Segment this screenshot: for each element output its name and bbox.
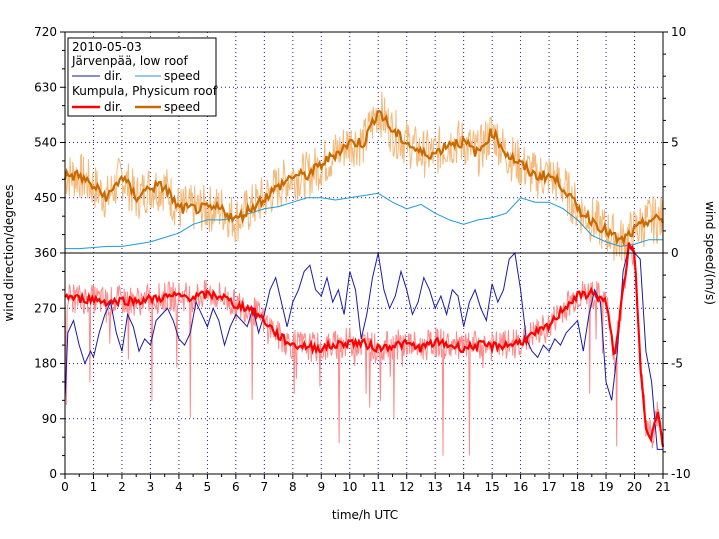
series-lines (63, 110, 665, 450)
x-tick-label: 4 (175, 480, 183, 494)
x-tick-label: 9 (317, 480, 325, 494)
series-line-jarvenpaa-dir (64, 245, 663, 450)
y-left-tick-label: 180 (34, 357, 57, 371)
x-tick-label: 11 (371, 480, 386, 494)
y-right-tick-label: 5 (671, 136, 679, 150)
raw-trace-kumpula-speed (64, 91, 664, 262)
raw-trace-kumpula-dir (64, 252, 664, 456)
x-tick-label: 19 (598, 480, 613, 494)
x-tick-label: 20 (627, 480, 642, 494)
legend-group1: Järvenpää, low roof (71, 54, 189, 68)
x-tick-label: 0 (61, 480, 69, 494)
y-left-tick-label: 720 (34, 25, 57, 39)
y-left-tick-label: 90 (42, 412, 57, 426)
y-left-tick-label: 630 (34, 80, 57, 94)
x-tick-label: 14 (456, 480, 471, 494)
y-right-tick-label: -10 (671, 467, 691, 481)
series-line-kumpula-dir (64, 242, 665, 447)
x-tick-label: 13 (428, 480, 443, 494)
axis-ticks: 0 1 2 3 4 5 6 7 8 9 10 11 12 13 14 15 16 17 18 19 20 21090180… (34, 25, 691, 494)
x-tick-label: 17 (541, 480, 556, 494)
x-tick-label: 12 (399, 480, 414, 494)
y-left-tick-label: 360 (34, 246, 57, 260)
legend-label-kumpula-speed: speed (164, 100, 200, 114)
y-left-tick-label: 0 (49, 467, 57, 481)
x-tick-label: 3 (147, 480, 155, 494)
legend-group2: Kumpula, Physicum roof (72, 84, 218, 98)
x-tick-label: 1 (90, 480, 98, 494)
legend-date: 2010-05-03 (72, 40, 142, 54)
y-right-tick-label: -5 (671, 357, 683, 371)
y-right-tick-label: 0 (671, 246, 679, 260)
y-left-tick-label: 540 (34, 136, 57, 150)
legend: 2010-05-03 Järvenpää, low roof dir. spee… (67, 37, 218, 117)
y-left-tick-label: 270 (34, 301, 57, 315)
x-tick-label: 21 (655, 480, 670, 494)
y-axis-right-label: wind speed/(m/s) (703, 201, 717, 305)
legend-box (67, 37, 217, 117)
y-axis-left-label: wind direction/degrees (2, 184, 16, 321)
y-left-tick-label: 450 (34, 191, 57, 205)
series-line-kumpula-speed (63, 110, 665, 247)
x-tick-label: 6 (232, 480, 240, 494)
legend-label-jarvenpaa-dir: dir. (104, 69, 123, 83)
x-tick-label: 5 (204, 480, 212, 494)
x-tick-label: 18 (570, 480, 585, 494)
x-tick-label: 16 (513, 480, 528, 494)
legend-label-jarvenpaa-speed: speed (164, 69, 200, 83)
x-tick-label: 8 (289, 480, 297, 494)
x-tick-label: 2 (118, 480, 126, 494)
x-tick-label: 7 (261, 480, 269, 494)
x-tick-label: 15 (485, 480, 500, 494)
legend-label-kumpula-dir: dir. (104, 100, 123, 114)
y-right-tick-label: 10 (671, 25, 686, 39)
x-axis-label: time/h UTC (332, 508, 398, 522)
x-tick-label: 10 (342, 480, 357, 494)
series-line-jarvenpaa-speed (65, 192, 663, 250)
